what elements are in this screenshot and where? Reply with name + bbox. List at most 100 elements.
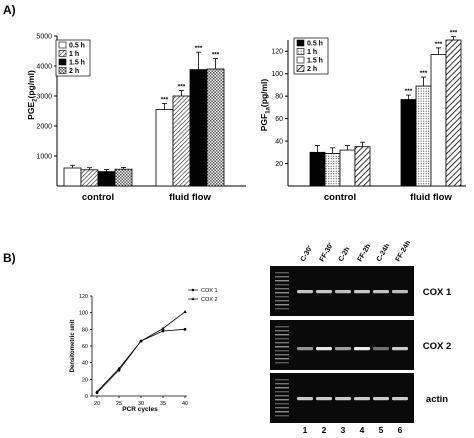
ladder-band xyxy=(275,358,289,360)
x-tick-label: 40 xyxy=(182,401,188,407)
gel-row-label: COX 1 xyxy=(423,287,452,298)
data-point xyxy=(183,310,187,314)
ladder-band xyxy=(275,338,289,340)
ladder-band xyxy=(275,379,289,381)
y-tick-label: 40 xyxy=(82,361,88,367)
ladder-band xyxy=(275,391,289,393)
ladder-band xyxy=(275,342,289,344)
ladder-band xyxy=(275,280,289,282)
data-point xyxy=(139,339,143,343)
gel-band xyxy=(354,290,370,294)
category-label: control xyxy=(324,192,356,203)
lane-number: 6 xyxy=(398,425,403,435)
significance-marker: *** xyxy=(450,30,458,37)
ladder-band xyxy=(275,272,289,274)
gel-band xyxy=(297,347,313,351)
legend-swatch xyxy=(58,58,67,66)
y-tick-label: 5000 xyxy=(36,34,52,41)
y-axis-label-unit: (pg/ml) xyxy=(259,79,269,107)
significance-marker: *** xyxy=(420,70,428,77)
category-label: fluid flow xyxy=(410,192,452,203)
data-point xyxy=(95,390,99,394)
bar xyxy=(189,69,208,187)
gel-band xyxy=(316,397,332,401)
gel-band xyxy=(392,397,408,401)
ladder-band xyxy=(275,326,289,328)
legend-label: 1 h xyxy=(307,49,317,56)
ladder-band xyxy=(275,387,289,389)
y-axis-label: PGF1a(pg/ml) xyxy=(259,79,272,132)
x-tick-label: 30 xyxy=(138,401,144,407)
legend-label: 1.5 h xyxy=(307,58,323,65)
gel-band xyxy=(335,397,351,401)
x-axis-label: PCR cycles xyxy=(122,406,158,413)
category-label: control xyxy=(82,192,114,203)
bar xyxy=(80,169,99,187)
bar xyxy=(354,146,371,187)
bar xyxy=(309,151,326,187)
y-tick-label: 120 xyxy=(79,294,88,300)
bar xyxy=(97,171,116,187)
ladder-band xyxy=(275,288,289,290)
gel-band xyxy=(335,347,351,351)
legend-swatch xyxy=(296,56,305,64)
significance-marker: *** xyxy=(212,52,220,59)
legend-swatch xyxy=(58,41,67,49)
lane-label: C-24h xyxy=(376,243,392,263)
gel-row-label: COX 2 xyxy=(423,341,452,352)
y-tick-label: 100 xyxy=(79,311,88,317)
gel-band xyxy=(392,290,408,294)
legend-swatch xyxy=(296,39,305,47)
ladder-band xyxy=(275,334,289,336)
ladder-band xyxy=(275,407,289,409)
legend-marker xyxy=(191,288,195,292)
data-point xyxy=(161,329,165,333)
gel-band xyxy=(373,347,389,351)
gel-band xyxy=(354,397,370,401)
y-tick-label: 60 xyxy=(275,116,283,123)
x-tick-label: 20 xyxy=(94,401,100,407)
gel-band xyxy=(335,290,351,294)
significance-marker: *** xyxy=(195,45,203,52)
significance-marker: *** xyxy=(161,97,169,104)
lane-number: 1 xyxy=(303,425,308,435)
bar xyxy=(155,109,174,187)
ladder-band xyxy=(275,415,289,417)
panel-b-label: B) xyxy=(3,251,16,265)
gel-band xyxy=(373,290,389,294)
pgf1a-bar-chart: 20 40 60 80 100 120 PGF1a(pg/ml) control *** *** *… xyxy=(259,30,466,203)
bar xyxy=(206,68,225,187)
significance-marker: *** xyxy=(405,88,413,95)
gel-row-label: actin xyxy=(426,394,448,405)
ladder-band xyxy=(275,411,289,413)
data-point xyxy=(161,326,165,330)
legend-label: 1 h xyxy=(69,51,79,58)
ladder-band xyxy=(275,304,289,306)
gel-electrophoresis-panel: C-30' FF-30' C-2h FF-2h C-24h FF-24h COX 1 COX … xyxy=(270,240,452,435)
gel-band xyxy=(354,347,370,351)
bar xyxy=(63,167,82,187)
ladder-band xyxy=(275,300,289,302)
y-axis-label-main: PGE xyxy=(26,102,36,120)
bar xyxy=(172,95,191,187)
legend-label: COX 2 xyxy=(201,297,218,303)
y-tick-label: 1000 xyxy=(36,154,52,161)
lane-number: 3 xyxy=(341,425,346,435)
ladder-band xyxy=(275,354,289,356)
legend-swatch xyxy=(296,48,305,55)
ladder-band xyxy=(275,346,289,348)
bar xyxy=(430,54,447,187)
bar xyxy=(339,149,356,187)
significance-marker: *** xyxy=(178,84,186,91)
legend-label: 0.5 h xyxy=(307,41,323,48)
lane-label: FF-30' xyxy=(319,242,335,263)
bar xyxy=(445,39,462,187)
y-tick-label: 4000 xyxy=(36,64,52,71)
gel-band xyxy=(316,290,332,294)
ladder-band xyxy=(275,284,289,286)
y-tick-label: 40 xyxy=(275,139,283,146)
ladder-band xyxy=(275,276,289,278)
ladder-band xyxy=(275,403,289,405)
data-point xyxy=(183,327,187,331)
